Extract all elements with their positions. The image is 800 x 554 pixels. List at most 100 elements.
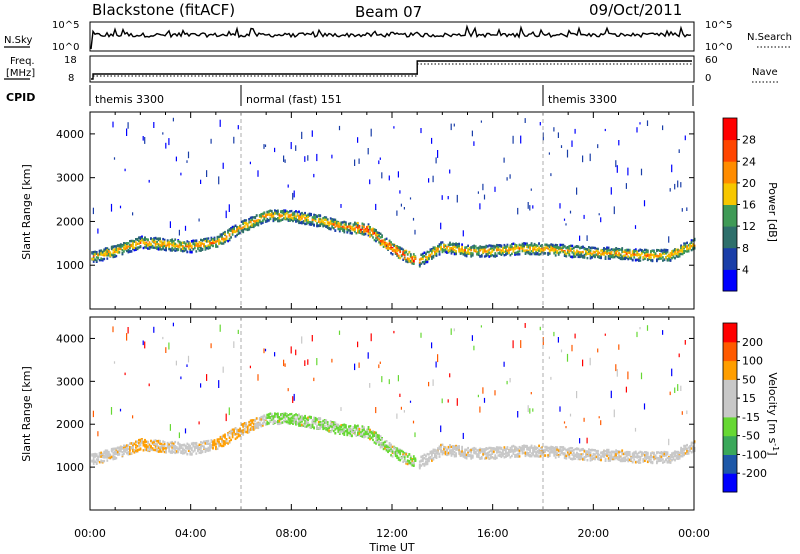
velocity-cell: [183, 451, 186, 455]
velocity-cell: [200, 441, 202, 444]
power-cell: [184, 243, 187, 246]
power-cell: [441, 248, 444, 251]
velocity-cell: [151, 448, 154, 452]
power-cell: [95, 251, 98, 254]
velocity-noise: [184, 428, 187, 434]
power-cell: [690, 245, 693, 248]
velocity-cell: [502, 451, 504, 455]
velocity-cell: [132, 449, 134, 453]
velocity-cell: [480, 448, 483, 451]
power-cell: [418, 258, 421, 261]
velocity-cell: [193, 445, 196, 448]
power-cell: [428, 254, 430, 257]
power-cell: [181, 245, 184, 248]
velocity-cell: [489, 456, 492, 460]
velocity-cell: [156, 440, 158, 443]
power-noise: [388, 175, 390, 181]
power-noise: [400, 203, 402, 207]
velocity-cell: [150, 448, 152, 451]
velocity-cell: [412, 463, 415, 466]
power-cell: [251, 224, 254, 227]
power-cell: [589, 246, 592, 250]
velocity-cell: [556, 448, 559, 451]
power-cell: [426, 260, 429, 264]
power-cell: [692, 239, 694, 242]
power-cell: [252, 222, 255, 226]
velocity-noise: [453, 328, 455, 332]
velocity-cell: [314, 416, 317, 420]
velocity-cell: [101, 460, 104, 463]
power-cell: [603, 253, 605, 256]
power-cell: [520, 246, 522, 250]
power-cell: [352, 223, 355, 226]
velocity-cell: [379, 446, 382, 449]
power-cell: [381, 235, 383, 239]
power-cell: [601, 249, 604, 253]
velocity-cell: [482, 450, 485, 454]
velocity-cell: [533, 455, 536, 458]
power-cell: [435, 250, 438, 253]
power-cell: [409, 253, 412, 256]
velocity-cell: [277, 419, 279, 423]
power-cell: [195, 244, 198, 247]
power-cell: [511, 243, 513, 246]
power-cell: [650, 259, 652, 262]
power-cell: [249, 225, 252, 229]
power-cell: [124, 245, 127, 248]
velocity-cell: [421, 459, 424, 463]
power-cell: [331, 222, 334, 226]
power-cell: [245, 228, 248, 231]
velocity-cell: [443, 448, 445, 451]
power-cell: [592, 250, 595, 253]
colorbar-swatch: [723, 247, 737, 270]
power-cell: [98, 251, 101, 254]
power-cell: [195, 239, 198, 242]
power-cell: [452, 250, 454, 253]
power-noise: [566, 149, 569, 158]
power-noise: [532, 205, 534, 209]
velocity-cell: [403, 459, 406, 462]
velocity-cell: [554, 448, 557, 451]
power-cell: [209, 243, 211, 247]
velocity-cell: [514, 447, 516, 450]
velocity-noise: [440, 425, 442, 433]
power-cell: [674, 248, 676, 251]
velocity-cell: [106, 449, 109, 452]
power-cell: [432, 247, 435, 250]
velocity-cell: [532, 449, 534, 452]
velocity-cell: [295, 413, 297, 416]
power-cell: [634, 248, 637, 251]
power-cell: [132, 244, 134, 247]
power-cell: [471, 254, 474, 257]
velocity-cell: [571, 449, 574, 453]
velocity-cell: [118, 446, 121, 449]
velocity-cell: [237, 428, 240, 432]
velocity-cell: [319, 420, 322, 424]
power-cell: [180, 248, 183, 251]
velocity-cell: [367, 433, 370, 436]
velocity-cell: [532, 453, 534, 456]
velocity-cell: [556, 446, 559, 449]
velocity-cell: [591, 449, 593, 452]
power-noise: [127, 122, 129, 129]
power-cell: [601, 251, 604, 255]
power-cell: [627, 248, 630, 252]
velocity-cell: [446, 449, 448, 452]
velocity-cell: [615, 453, 617, 456]
velocity-cell: [261, 422, 264, 425]
power-noise: [669, 188, 671, 192]
power-noise: [456, 194, 458, 203]
velocity-cell: [245, 424, 248, 428]
velocity-cell: [402, 455, 405, 458]
velocity-cell: [563, 453, 566, 456]
power-cell: [338, 230, 341, 233]
velocity-cell: [465, 456, 468, 459]
velocity-cell: [270, 412, 273, 416]
power-noise: [369, 179, 371, 185]
power-cell: [310, 221, 312, 224]
velocity-cell: [408, 461, 411, 465]
velocity-cell: [459, 453, 462, 456]
velocity-cell: [572, 449, 575, 452]
velocity-cell: [249, 423, 252, 426]
velocity-cell: [168, 445, 171, 448]
